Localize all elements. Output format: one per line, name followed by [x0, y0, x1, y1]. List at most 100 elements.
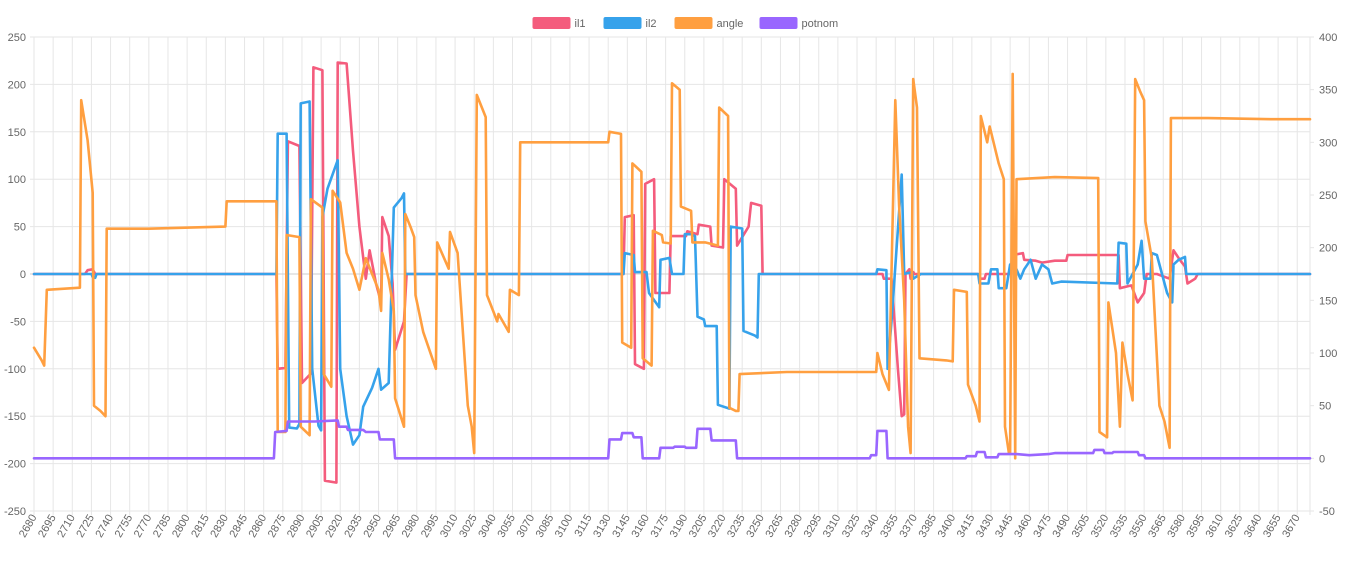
- x-tick-label: 3235: [725, 513, 748, 540]
- y-right-tick-label: 200: [1319, 243, 1337, 255]
- y-left-tick-label: -100: [4, 364, 26, 376]
- series-line-angle: [32, 72, 1312, 460]
- x-tick-label: 3670: [1280, 513, 1303, 540]
- y-left-tick-label: 200: [8, 79, 26, 91]
- x-tick-label: 3265: [763, 513, 786, 540]
- legend-item-angle[interactable]: angle: [674, 17, 744, 30]
- x-tick-label: 2980: [400, 513, 423, 540]
- legend-item-il1[interactable]: il1: [532, 17, 586, 30]
- x-tick-label: 3490: [1051, 513, 1074, 540]
- legend: il1 il2 angle potnom: [532, 17, 839, 30]
- x-tick-label: 3130: [591, 513, 614, 540]
- x-tick-label: 3040: [476, 513, 499, 540]
- y-right-tick-label: -50: [1319, 506, 1335, 518]
- y-right-tick-label: 50: [1319, 401, 1331, 413]
- x-tick-label: 3355: [878, 513, 901, 540]
- x-tick-label: 3370: [897, 513, 920, 540]
- x-tick-label: 2695: [36, 513, 59, 540]
- legend-swatch: [603, 17, 642, 29]
- y-left-tick-label: 250: [8, 32, 26, 44]
- y-left-tick-label: -200: [4, 459, 26, 471]
- legend-item-il2[interactable]: il2: [603, 17, 657, 30]
- y-axis-left: -250 -200 -150 -100 -50 0 50 100 150 200 250: [4, 32, 26, 518]
- x-tick-label: 3025: [457, 513, 480, 540]
- x-tick-label: 3565: [1146, 513, 1169, 540]
- x-tick-label: 3445: [993, 513, 1016, 540]
- legend-swatch: [532, 17, 571, 29]
- x-tick-label: 3115: [572, 513, 594, 539]
- legend-label: il1: [575, 18, 586, 30]
- x-tick-label: 3475: [1031, 513, 1054, 540]
- x-tick-label: 3610: [1204, 513, 1227, 540]
- y-right-tick-label: 300: [1319, 137, 1337, 149]
- x-tick-label: 3580: [1165, 513, 1188, 540]
- x-tick-label: 3520: [1089, 513, 1112, 540]
- x-tick-label: 2785: [151, 513, 174, 540]
- y-left-tick-label: -150: [4, 411, 26, 423]
- y-right-tick-label: 0: [1319, 453, 1325, 465]
- x-tick-label: 3400: [936, 513, 959, 540]
- x-tick-label: 3160: [629, 513, 652, 540]
- x-tick-label: 3385: [917, 513, 940, 540]
- x-tick-label: 3340: [859, 513, 882, 540]
- legend-label: angle: [717, 18, 744, 30]
- y-left-tick-label: 150: [8, 127, 26, 139]
- x-tick-label: 3430: [974, 513, 997, 540]
- x-tick-label: 3220: [706, 513, 729, 540]
- x-tick-label: 3085: [534, 513, 557, 540]
- x-tick-label: 3415: [955, 513, 978, 540]
- x-tick-label: 2995: [419, 513, 442, 540]
- y-left-tick-label: -50: [10, 316, 26, 328]
- x-tick-label: 3205: [687, 513, 710, 540]
- x-tick-label: 3655: [1261, 513, 1284, 540]
- x-tick-label: 3175: [649, 513, 672, 540]
- x-tick-label: 2965: [381, 513, 404, 540]
- x-tick-label: 3550: [1127, 513, 1150, 540]
- x-tick-label: 2935: [342, 513, 365, 540]
- x-tick-label: 2890: [285, 513, 308, 540]
- y-left-tick-label: -250: [4, 506, 26, 518]
- y-right-tick-label: 400: [1319, 32, 1337, 44]
- x-tick-label: 2845: [228, 513, 251, 540]
- x-tick-label: 2830: [208, 513, 231, 540]
- x-tick-label: 3010: [438, 513, 461, 540]
- x-tick-label: 2755: [113, 513, 136, 540]
- legend-item-potnom[interactable]: potnom: [759, 17, 839, 30]
- x-tick-label: 3190: [668, 513, 691, 540]
- y-left-tick-label: 0: [20, 269, 26, 281]
- x-tick-label: 3325: [840, 513, 863, 540]
- x-tick-label: 2950: [361, 513, 384, 540]
- legend-swatch: [674, 17, 713, 29]
- x-tick-label: 2725: [74, 513, 97, 540]
- y-left-tick-label: 100: [8, 174, 26, 186]
- x-tick-label: 2815: [189, 513, 212, 540]
- y-right-tick-label: 150: [1319, 295, 1337, 307]
- y-right-tick-label: 100: [1319, 348, 1337, 360]
- x-tick-label: 3625: [1223, 513, 1246, 540]
- x-tick-label: 3250: [744, 513, 767, 540]
- x-tick-label: 2800: [170, 513, 193, 540]
- x-tick-label: 3535: [1108, 513, 1131, 540]
- y-left-tick-label: 50: [14, 222, 26, 234]
- y-right-tick-label: 350: [1319, 85, 1337, 97]
- x-tick-label: 3460: [1012, 513, 1035, 540]
- x-tick-label: 3310: [821, 513, 844, 540]
- legend-label: il2: [646, 18, 657, 30]
- x-tick-label: 3295: [802, 513, 825, 540]
- x-tick-label: 3595: [1185, 513, 1208, 540]
- x-tick-label: 3100: [553, 513, 576, 540]
- x-tick-label: 3280: [783, 513, 806, 540]
- x-tick-label: 2860: [247, 513, 270, 540]
- x-tick-label: 2740: [94, 513, 117, 540]
- x-tick-label: 2770: [132, 513, 155, 540]
- series-line-potnom: [32, 419, 1312, 460]
- x-tick-label: 3055: [495, 513, 518, 540]
- x-tick-label: 3505: [1070, 513, 1093, 540]
- x-tick-label: 3070: [515, 513, 538, 540]
- x-tick-label: 2710: [55, 513, 78, 540]
- y-right-tick-label: 250: [1319, 190, 1337, 202]
- legend-swatch: [759, 17, 798, 29]
- x-tick-label: 3145: [610, 513, 633, 540]
- y-axis-right: -50 0 50 100 150 200 250 300 350 400: [1310, 32, 1337, 518]
